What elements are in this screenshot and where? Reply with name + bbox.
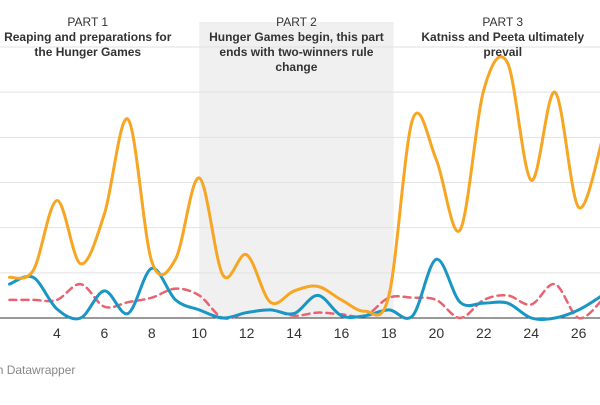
x-tick-label: 4 (53, 325, 61, 341)
annotation-heading: PART 1 (67, 15, 108, 29)
annotation-heading: PART 2 (276, 15, 317, 29)
background-layer (0, 22, 600, 319)
x-tick-label: 20 (429, 325, 445, 341)
series-line (7, 55, 600, 317)
x-tick-label: 22 (476, 325, 492, 341)
annotation-text: prevail (483, 45, 522, 59)
x-tick-label: 26 (571, 325, 587, 341)
annotation-text: Hunger Games begin, this part (209, 30, 384, 44)
x-tick-label: 8 (148, 325, 156, 341)
annotation-text: Reaping and preparations for (4, 30, 172, 44)
x-tick-label: 10 (191, 325, 207, 341)
highlight-band (199, 22, 394, 318)
annotation-text: change (275, 60, 317, 74)
annotation-text: Katniss and Peeta ultimately (421, 30, 584, 44)
series-line (8, 282, 600, 320)
series-line (7, 257, 600, 321)
x-tick-label: 24 (523, 325, 539, 341)
x-tick-label: 12 (239, 325, 255, 341)
annotation-text: the Hunger Games (34, 45, 141, 59)
annotation-heading: PART 3 (482, 15, 523, 29)
x-tick-label: 18 (381, 325, 397, 341)
annotation-text: ends with two-winners rule (219, 45, 373, 59)
x-tick-label: 16 (334, 325, 350, 341)
x-tick-label: 14 (286, 325, 302, 341)
footer: Created with Datawrapper (0, 363, 75, 377)
x-tick-label: 6 (100, 325, 108, 341)
